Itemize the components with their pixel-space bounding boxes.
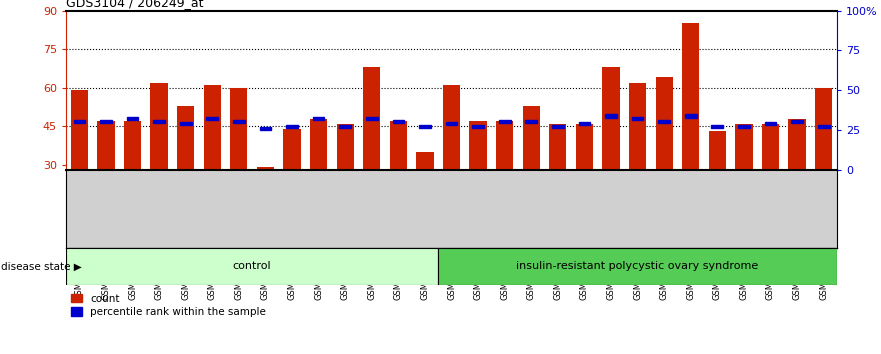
- Bar: [70, 90, 88, 242]
- Bar: [393, 120, 404, 122]
- Bar: [738, 125, 750, 128]
- Bar: [97, 121, 115, 242]
- Bar: [73, 120, 85, 122]
- Bar: [284, 129, 300, 242]
- Bar: [339, 125, 351, 128]
- Bar: [499, 120, 510, 122]
- Bar: [815, 88, 833, 242]
- Text: GDS3104 / 206249_at: GDS3104 / 206249_at: [66, 0, 204, 10]
- Bar: [310, 119, 327, 242]
- Bar: [100, 120, 112, 122]
- Text: insulin-resistant polycystic ovary syndrome: insulin-resistant polycystic ovary syndr…: [516, 261, 759, 272]
- Bar: [177, 106, 195, 242]
- Bar: [438, 248, 837, 285]
- Bar: [389, 121, 407, 242]
- Bar: [549, 124, 566, 242]
- Bar: [579, 122, 590, 125]
- Bar: [708, 131, 726, 242]
- Bar: [313, 117, 324, 120]
- Text: control: control: [233, 261, 271, 272]
- Bar: [337, 124, 354, 242]
- Bar: [765, 122, 776, 125]
- Bar: [576, 124, 593, 242]
- Bar: [762, 124, 779, 242]
- Bar: [151, 82, 167, 242]
- Bar: [603, 67, 619, 242]
- Bar: [632, 117, 643, 120]
- Bar: [417, 152, 433, 242]
- Bar: [655, 78, 673, 242]
- Bar: [66, 248, 438, 285]
- Bar: [260, 127, 271, 130]
- Bar: [124, 121, 141, 242]
- Bar: [153, 120, 165, 122]
- Legend: count, percentile rank within the sample: count, percentile rank within the sample: [71, 294, 266, 317]
- Bar: [788, 119, 806, 242]
- Bar: [363, 67, 381, 242]
- Bar: [470, 121, 486, 242]
- Bar: [522, 106, 540, 242]
- Bar: [180, 122, 191, 125]
- Bar: [682, 23, 700, 242]
- Bar: [206, 117, 218, 120]
- Bar: [366, 117, 378, 120]
- Bar: [791, 120, 803, 122]
- Bar: [419, 125, 431, 128]
- Bar: [658, 120, 670, 122]
- Text: disease state ▶: disease state ▶: [1, 261, 82, 272]
- Bar: [685, 114, 697, 118]
- Bar: [443, 85, 460, 242]
- Bar: [552, 125, 564, 128]
- Bar: [496, 121, 514, 242]
- Bar: [204, 85, 221, 242]
- Bar: [472, 125, 484, 128]
- Bar: [256, 167, 274, 242]
- Bar: [712, 125, 723, 128]
- Bar: [127, 117, 138, 120]
- Bar: [230, 88, 248, 242]
- Bar: [629, 82, 647, 242]
- Bar: [286, 125, 298, 128]
- Bar: [736, 124, 752, 242]
- Bar: [525, 120, 537, 122]
- Bar: [446, 122, 457, 125]
- Bar: [605, 114, 617, 118]
- Bar: [233, 120, 245, 122]
- Bar: [818, 125, 830, 128]
